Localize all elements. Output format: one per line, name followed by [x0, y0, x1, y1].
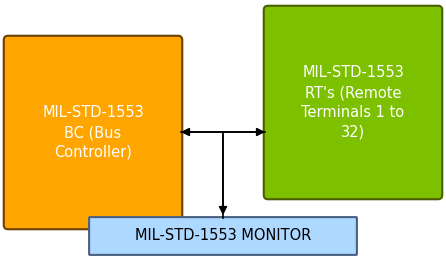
FancyBboxPatch shape	[89, 217, 357, 255]
Text: MIL-STD-1553
BC (Bus
Controller): MIL-STD-1553 BC (Bus Controller)	[42, 105, 144, 160]
Text: MIL-STD-1553
RT's (Remote
Terminals 1 to
32): MIL-STD-1553 RT's (Remote Terminals 1 to…	[301, 65, 405, 140]
FancyBboxPatch shape	[264, 6, 442, 199]
Text: MIL-STD-1553 MONITOR: MIL-STD-1553 MONITOR	[135, 228, 311, 243]
FancyBboxPatch shape	[4, 36, 182, 229]
